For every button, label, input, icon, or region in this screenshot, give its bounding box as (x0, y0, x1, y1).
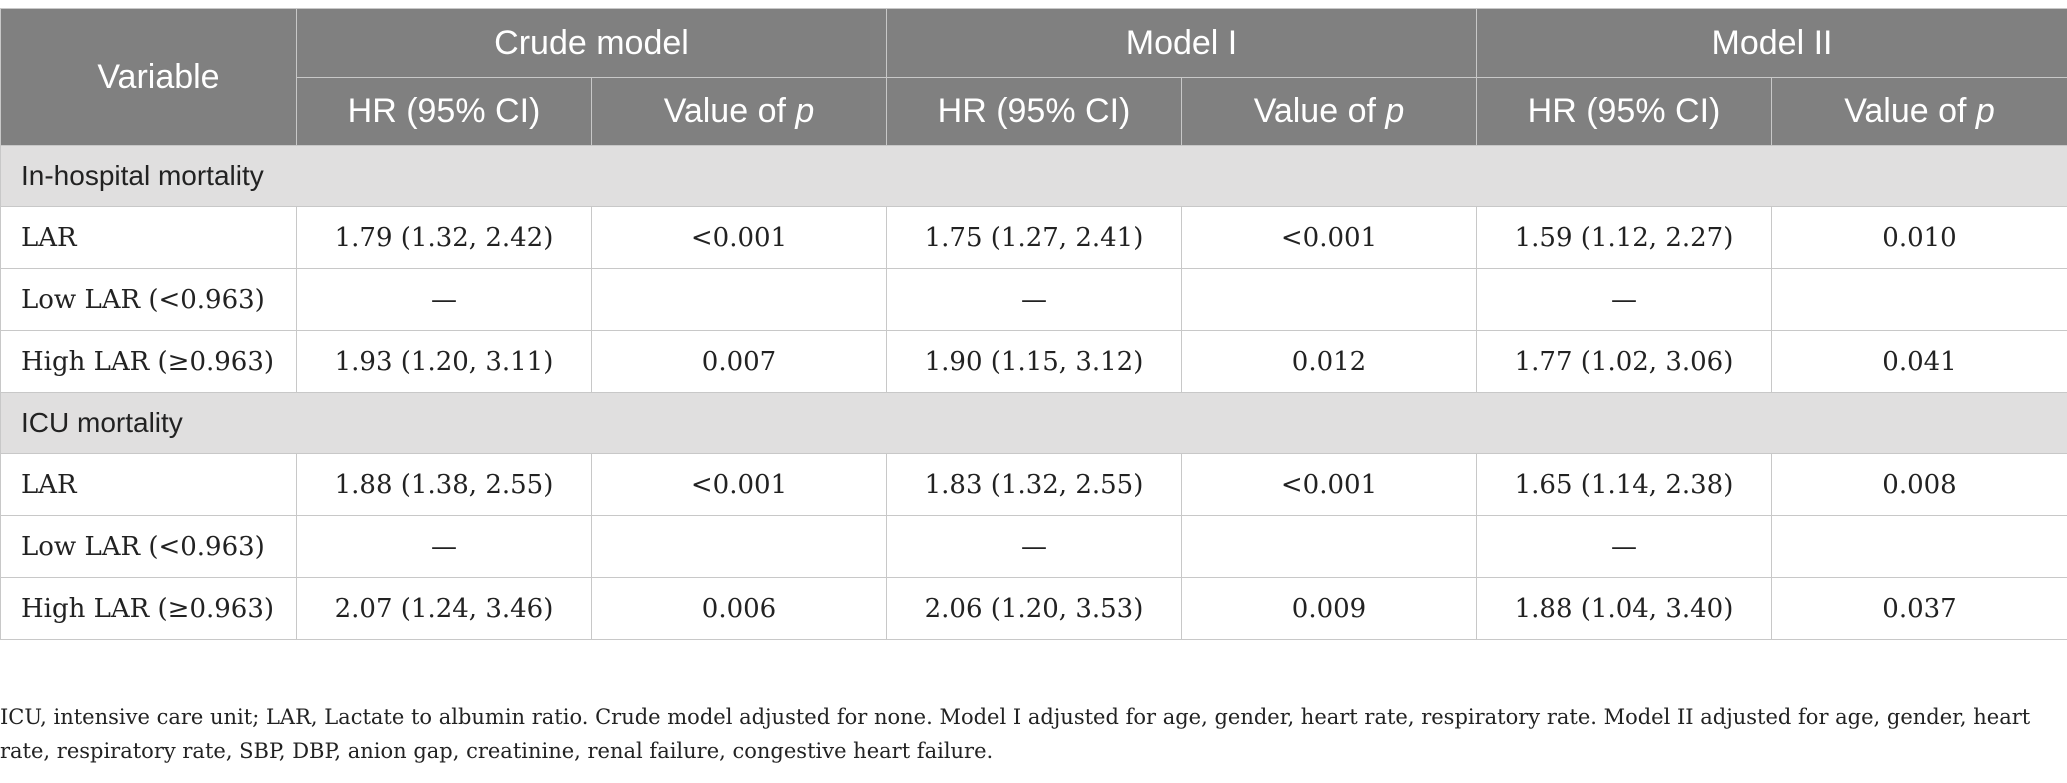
section-row-icu: ICU mortality (0, 392, 2067, 454)
crude-hr-cell: — (296, 268, 592, 331)
model-i-hr-cell: — (886, 515, 1182, 578)
model-ii-p-cell: 0.041 (1770, 330, 2067, 393)
p-value-label: Value of (663, 92, 796, 130)
crude-p-cell: 0.006 (591, 577, 887, 640)
crude-hr-cell: 1.93 (1.20, 3.11) (296, 330, 592, 393)
hr-ci-header: HR (95% CI) (1476, 77, 1772, 146)
model-i-hr-cell: — (886, 268, 1182, 331)
model-ii-p-cell: 0.010 (1770, 206, 2067, 269)
p-symbol: p (795, 92, 815, 130)
crude-hr-cell: 2.07 (1.24, 3.46) (296, 577, 592, 640)
table-row: High LAR (≥0.963) 2.07 (1.24, 3.46) 0.00… (0, 577, 2067, 640)
row-label: Low LAR (<0.963) (0, 515, 297, 578)
p-symbol: p (1975, 92, 1995, 130)
model-ii-p-cell: 0.008 (1770, 453, 2067, 516)
hr-ci-header: HR (95% CI) (296, 77, 592, 146)
p-value-header: Value of p (1770, 77, 2067, 146)
model-i-p-cell: <0.001 (1181, 206, 1477, 269)
crude-model-header: Crude model (296, 8, 887, 78)
model-ii-hr-cell: — (1476, 515, 1772, 578)
model-ii-p-cell (1770, 515, 2067, 578)
hazard-ratio-table: Variable Crude model Model I Model II HR… (0, 8, 2067, 640)
model-ii-p-cell: 0.037 (1770, 577, 2067, 640)
row-label: Low LAR (<0.963) (0, 268, 297, 331)
table-footnote: ICU, intensive care unit; LAR, Lactate t… (0, 705, 2031, 763)
model-ii-p-cell (1770, 268, 2067, 331)
model-i-hr-cell: 1.90 (1.15, 3.12) (886, 330, 1182, 393)
model-ii-hr-cell: 1.65 (1.14, 2.38) (1476, 453, 1772, 516)
model-ii-header: Model II (1475, 8, 2067, 78)
model-i-p-cell (1181, 268, 1477, 331)
model-i-p-cell: <0.001 (1181, 453, 1477, 516)
crude-hr-cell: 1.79 (1.32, 2.42) (296, 206, 592, 269)
hr-ci-header: HR (95% CI) (886, 77, 1182, 146)
row-label: High LAR (≥0.963) (0, 330, 297, 393)
table-row: Low LAR (<0.963) — — — (0, 268, 2067, 331)
model-i-header: Model I (886, 8, 1477, 78)
model-ii-hr-cell: 1.77 (1.02, 3.06) (1476, 330, 1772, 393)
model-i-hr-cell: 2.06 (1.20, 3.53) (886, 577, 1182, 640)
row-label: LAR (0, 206, 297, 269)
section-row-in-hospital: In-hospital mortality (0, 145, 2067, 207)
row-label: LAR (0, 453, 297, 516)
model-ii-hr-cell: 1.59 (1.12, 2.27) (1476, 206, 1772, 269)
crude-hr-cell: 1.88 (1.38, 2.55) (296, 453, 592, 516)
section-title: ICU mortality (0, 392, 2067, 454)
p-value-header: Value of p (1181, 77, 1477, 146)
model-i-p-cell: 0.009 (1181, 577, 1477, 640)
table-container: Variable Crude model Model I Model II HR… (0, 8, 2067, 640)
table-row: LAR 1.79 (1.32, 2.42) <0.001 1.75 (1.27,… (0, 206, 2067, 269)
header-row-metrics: HR (95% CI) Value of p HR (95% CI) Value… (1, 77, 2067, 146)
crude-p-cell: <0.001 (591, 453, 887, 516)
row-label: High LAR (≥0.963) (0, 577, 297, 640)
variable-column-header: Variable (0, 8, 297, 146)
model-ii-hr-cell: 1.88 (1.04, 3.40) (1476, 577, 1772, 640)
p-symbol: p (1385, 92, 1405, 130)
crude-p-cell: <0.001 (591, 206, 887, 269)
crude-p-cell: 0.007 (591, 330, 887, 393)
table-row: Low LAR (<0.963) — — — (0, 515, 2067, 578)
table-row: High LAR (≥0.963) 1.93 (1.20, 3.11) 0.00… (0, 330, 2067, 393)
p-value-label: Value of (1844, 92, 1976, 130)
model-i-p-cell: 0.012 (1181, 330, 1477, 393)
table-row: LAR 1.88 (1.38, 2.55) <0.001 1.83 (1.32,… (0, 453, 2067, 516)
p-value-label: Value of (1253, 92, 1386, 130)
model-i-p-cell (1181, 515, 1477, 578)
p-value-header: Value of p (591, 77, 887, 146)
section-title: In-hospital mortality (0, 145, 2067, 207)
model-ii-hr-cell: — (1476, 268, 1772, 331)
crude-hr-cell: — (296, 515, 592, 578)
crude-p-cell (591, 268, 887, 331)
model-i-hr-cell: 1.83 (1.32, 2.55) (886, 453, 1182, 516)
header-row-groups: Variable Crude model Model I Model II (0, 8, 2067, 146)
crude-p-cell (591, 515, 887, 578)
model-i-hr-cell: 1.75 (1.27, 2.41) (886, 206, 1182, 269)
